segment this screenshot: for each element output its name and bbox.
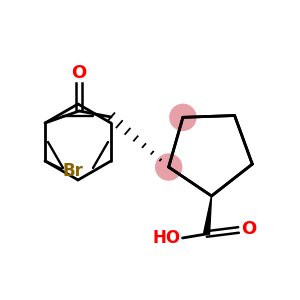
- Text: HO: HO: [152, 229, 181, 247]
- Text: Br: Br: [63, 162, 83, 180]
- Circle shape: [170, 104, 196, 130]
- Polygon shape: [204, 196, 212, 234]
- Text: O: O: [71, 64, 87, 82]
- Text: O: O: [241, 220, 256, 238]
- Circle shape: [156, 154, 182, 180]
